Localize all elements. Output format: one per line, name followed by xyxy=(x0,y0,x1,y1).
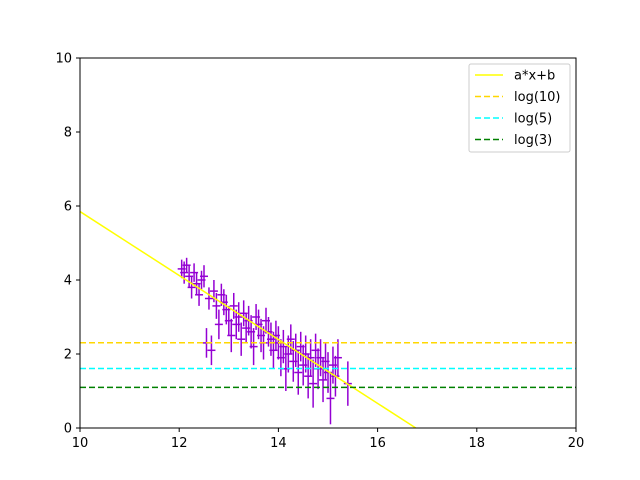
x-tick-label: 16 xyxy=(369,436,386,451)
y-tick-label: 2 xyxy=(64,348,72,363)
x-tick-label: 10 xyxy=(72,436,89,451)
errorbar-point xyxy=(234,302,243,332)
y-tick-label: 6 xyxy=(64,200,72,215)
errorbar-point xyxy=(214,309,223,340)
y-tick-label: 10 xyxy=(55,52,72,67)
errorbar-point xyxy=(229,292,238,319)
y-tick-label: 4 xyxy=(64,274,72,289)
legend-label: log(3) xyxy=(514,133,552,148)
legend-label: log(5) xyxy=(514,112,552,127)
legend-label: log(10) xyxy=(514,90,561,105)
y-tick-label: 0 xyxy=(64,422,72,437)
errorbar-point xyxy=(227,318,236,353)
errorbar-point xyxy=(212,292,221,319)
errorbar-point xyxy=(207,335,216,366)
errorbar-series xyxy=(177,257,352,425)
errorbar-point xyxy=(204,287,213,310)
x-tick-label: 14 xyxy=(270,436,287,451)
x-tick-label: 12 xyxy=(171,436,188,451)
legend-item: log(10) xyxy=(475,90,561,105)
legend-item: log(3) xyxy=(475,133,552,148)
errorbar-point xyxy=(309,359,318,408)
legend-box xyxy=(468,63,571,153)
errorbar-point xyxy=(187,276,196,299)
fit-line xyxy=(80,210,417,428)
errorbar-point xyxy=(237,322,246,356)
errorbar-point xyxy=(286,324,295,354)
errorbar-point xyxy=(333,339,342,377)
y-tick-label: 8 xyxy=(64,126,72,141)
errorbar-point xyxy=(326,372,335,425)
legend: a*x+b log(10) log(5) log(3) xyxy=(468,63,571,153)
x-tick-label: 20 xyxy=(568,436,585,451)
legend-label: a*x+b xyxy=(514,69,555,84)
legend-item: log(5) xyxy=(475,112,552,127)
x-tick-label: 18 xyxy=(469,436,486,451)
errorbar-point xyxy=(200,265,208,288)
errorbar-point xyxy=(249,328,258,366)
legend-item: a*x+b xyxy=(475,69,555,84)
plot-frame xyxy=(79,57,577,429)
